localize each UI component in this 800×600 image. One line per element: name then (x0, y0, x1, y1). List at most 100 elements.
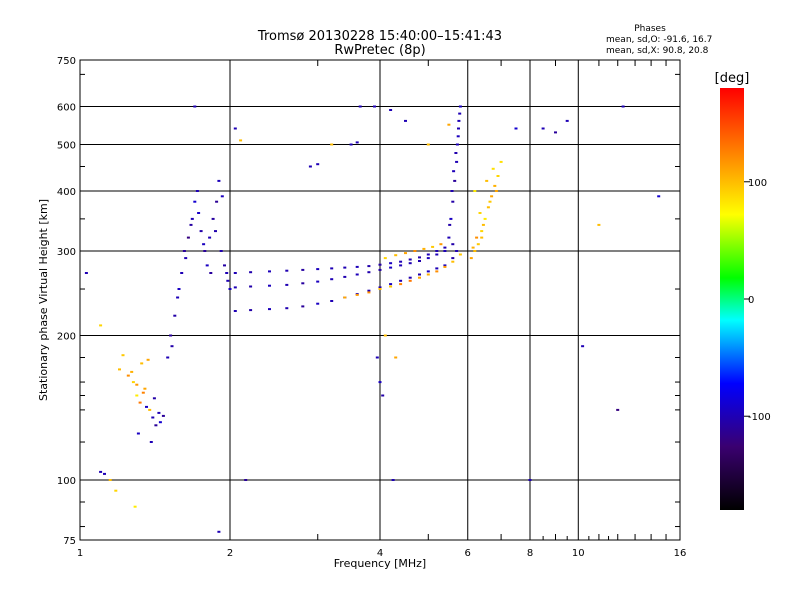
data-point (367, 265, 371, 268)
data-point (249, 309, 253, 312)
y-tick-label: 75 (63, 536, 76, 547)
data-point (358, 105, 362, 108)
data-point (454, 152, 458, 154)
colorbar-tick-label: 0 (748, 295, 754, 306)
data-point (316, 302, 320, 305)
data-point (399, 264, 403, 267)
data-points (84, 105, 661, 533)
data-point (330, 300, 334, 302)
data-point (308, 165, 312, 168)
data-point (458, 253, 462, 256)
y-axis-ticks: 75 100 200 300 400 500 600 750 (57, 56, 680, 547)
data-point (225, 272, 229, 274)
data-point (443, 250, 447, 252)
data-point (148, 408, 152, 411)
data-point (481, 223, 485, 226)
data-point (118, 368, 121, 371)
data-point (435, 253, 439, 256)
chart-subtitle: RwPretec (8p) (334, 43, 425, 58)
data-point (316, 163, 320, 166)
data-point (478, 212, 482, 214)
data-point (486, 206, 490, 209)
data-point (375, 356, 379, 359)
data-point (452, 170, 456, 173)
data-point (449, 217, 453, 220)
x-tick-label: 1 (77, 548, 83, 559)
colorbar-tick-label: 100 (748, 178, 767, 189)
data-point (451, 260, 455, 263)
data-point (186, 236, 190, 239)
data-point (355, 273, 359, 276)
data-point (490, 195, 494, 198)
data-point (408, 276, 412, 279)
y-tick-label: 750 (57, 56, 76, 67)
data-point (244, 479, 248, 481)
data-point (211, 217, 215, 220)
data-point (439, 243, 443, 246)
data-point (143, 387, 147, 390)
data-point (215, 200, 219, 203)
data-point (480, 236, 484, 239)
data-point (471, 246, 475, 249)
y-tick-label: 600 (57, 103, 76, 114)
data-point (249, 285, 253, 288)
x-tick-label: 8 (527, 548, 533, 559)
data-point (140, 362, 144, 365)
data-point (223, 264, 226, 267)
data-point (349, 143, 353, 146)
data-point (448, 223, 452, 226)
data-point (355, 293, 359, 296)
data-point (431, 245, 435, 248)
data-point (378, 381, 382, 384)
data-point (493, 184, 497, 187)
data-point (367, 291, 371, 294)
data-point (343, 296, 347, 299)
data-point (330, 278, 334, 281)
data-point (199, 230, 203, 233)
data-point (404, 119, 407, 122)
data-point (99, 324, 103, 327)
x-axis-label: Frequency [MHz] (334, 557, 426, 570)
data-point (451, 243, 455, 246)
y-tick-label: 500 (57, 141, 76, 152)
data-point (158, 421, 162, 424)
data-point (381, 394, 385, 397)
data-point (228, 288, 232, 290)
data-point (404, 252, 407, 255)
data-point (135, 383, 139, 386)
data-point (450, 190, 454, 192)
x-tick-label: 10 (572, 548, 585, 559)
data-point (389, 266, 393, 269)
data-point (483, 217, 487, 220)
data-point (457, 119, 461, 122)
data-point (136, 432, 140, 435)
data-point (457, 127, 460, 130)
data-point (391, 479, 395, 481)
data-point (389, 262, 393, 265)
data-point (220, 195, 224, 198)
data-point (141, 391, 145, 394)
data-point (616, 408, 620, 411)
data-point (443, 264, 447, 267)
data-point (268, 284, 271, 287)
data-point (149, 441, 153, 443)
data-point (367, 271, 371, 274)
data-point (355, 141, 359, 144)
data-point (413, 250, 417, 252)
data-point (121, 354, 125, 357)
data-point (355, 265, 359, 268)
y-tick-label: 200 (57, 332, 76, 343)
grid-lines (80, 60, 680, 540)
data-point (161, 414, 165, 417)
phase-stats-o: mean, sd,O: -91.6, 16.7 (606, 35, 712, 45)
data-point (418, 273, 421, 276)
data-point (435, 267, 439, 270)
data-point (190, 217, 194, 220)
data-point (447, 236, 451, 239)
data-point (285, 269, 289, 272)
colorbar (720, 88, 744, 510)
data-point (494, 190, 498, 192)
data-point (135, 394, 139, 397)
phases-label: Phases (634, 24, 666, 34)
data-point (455, 143, 459, 146)
